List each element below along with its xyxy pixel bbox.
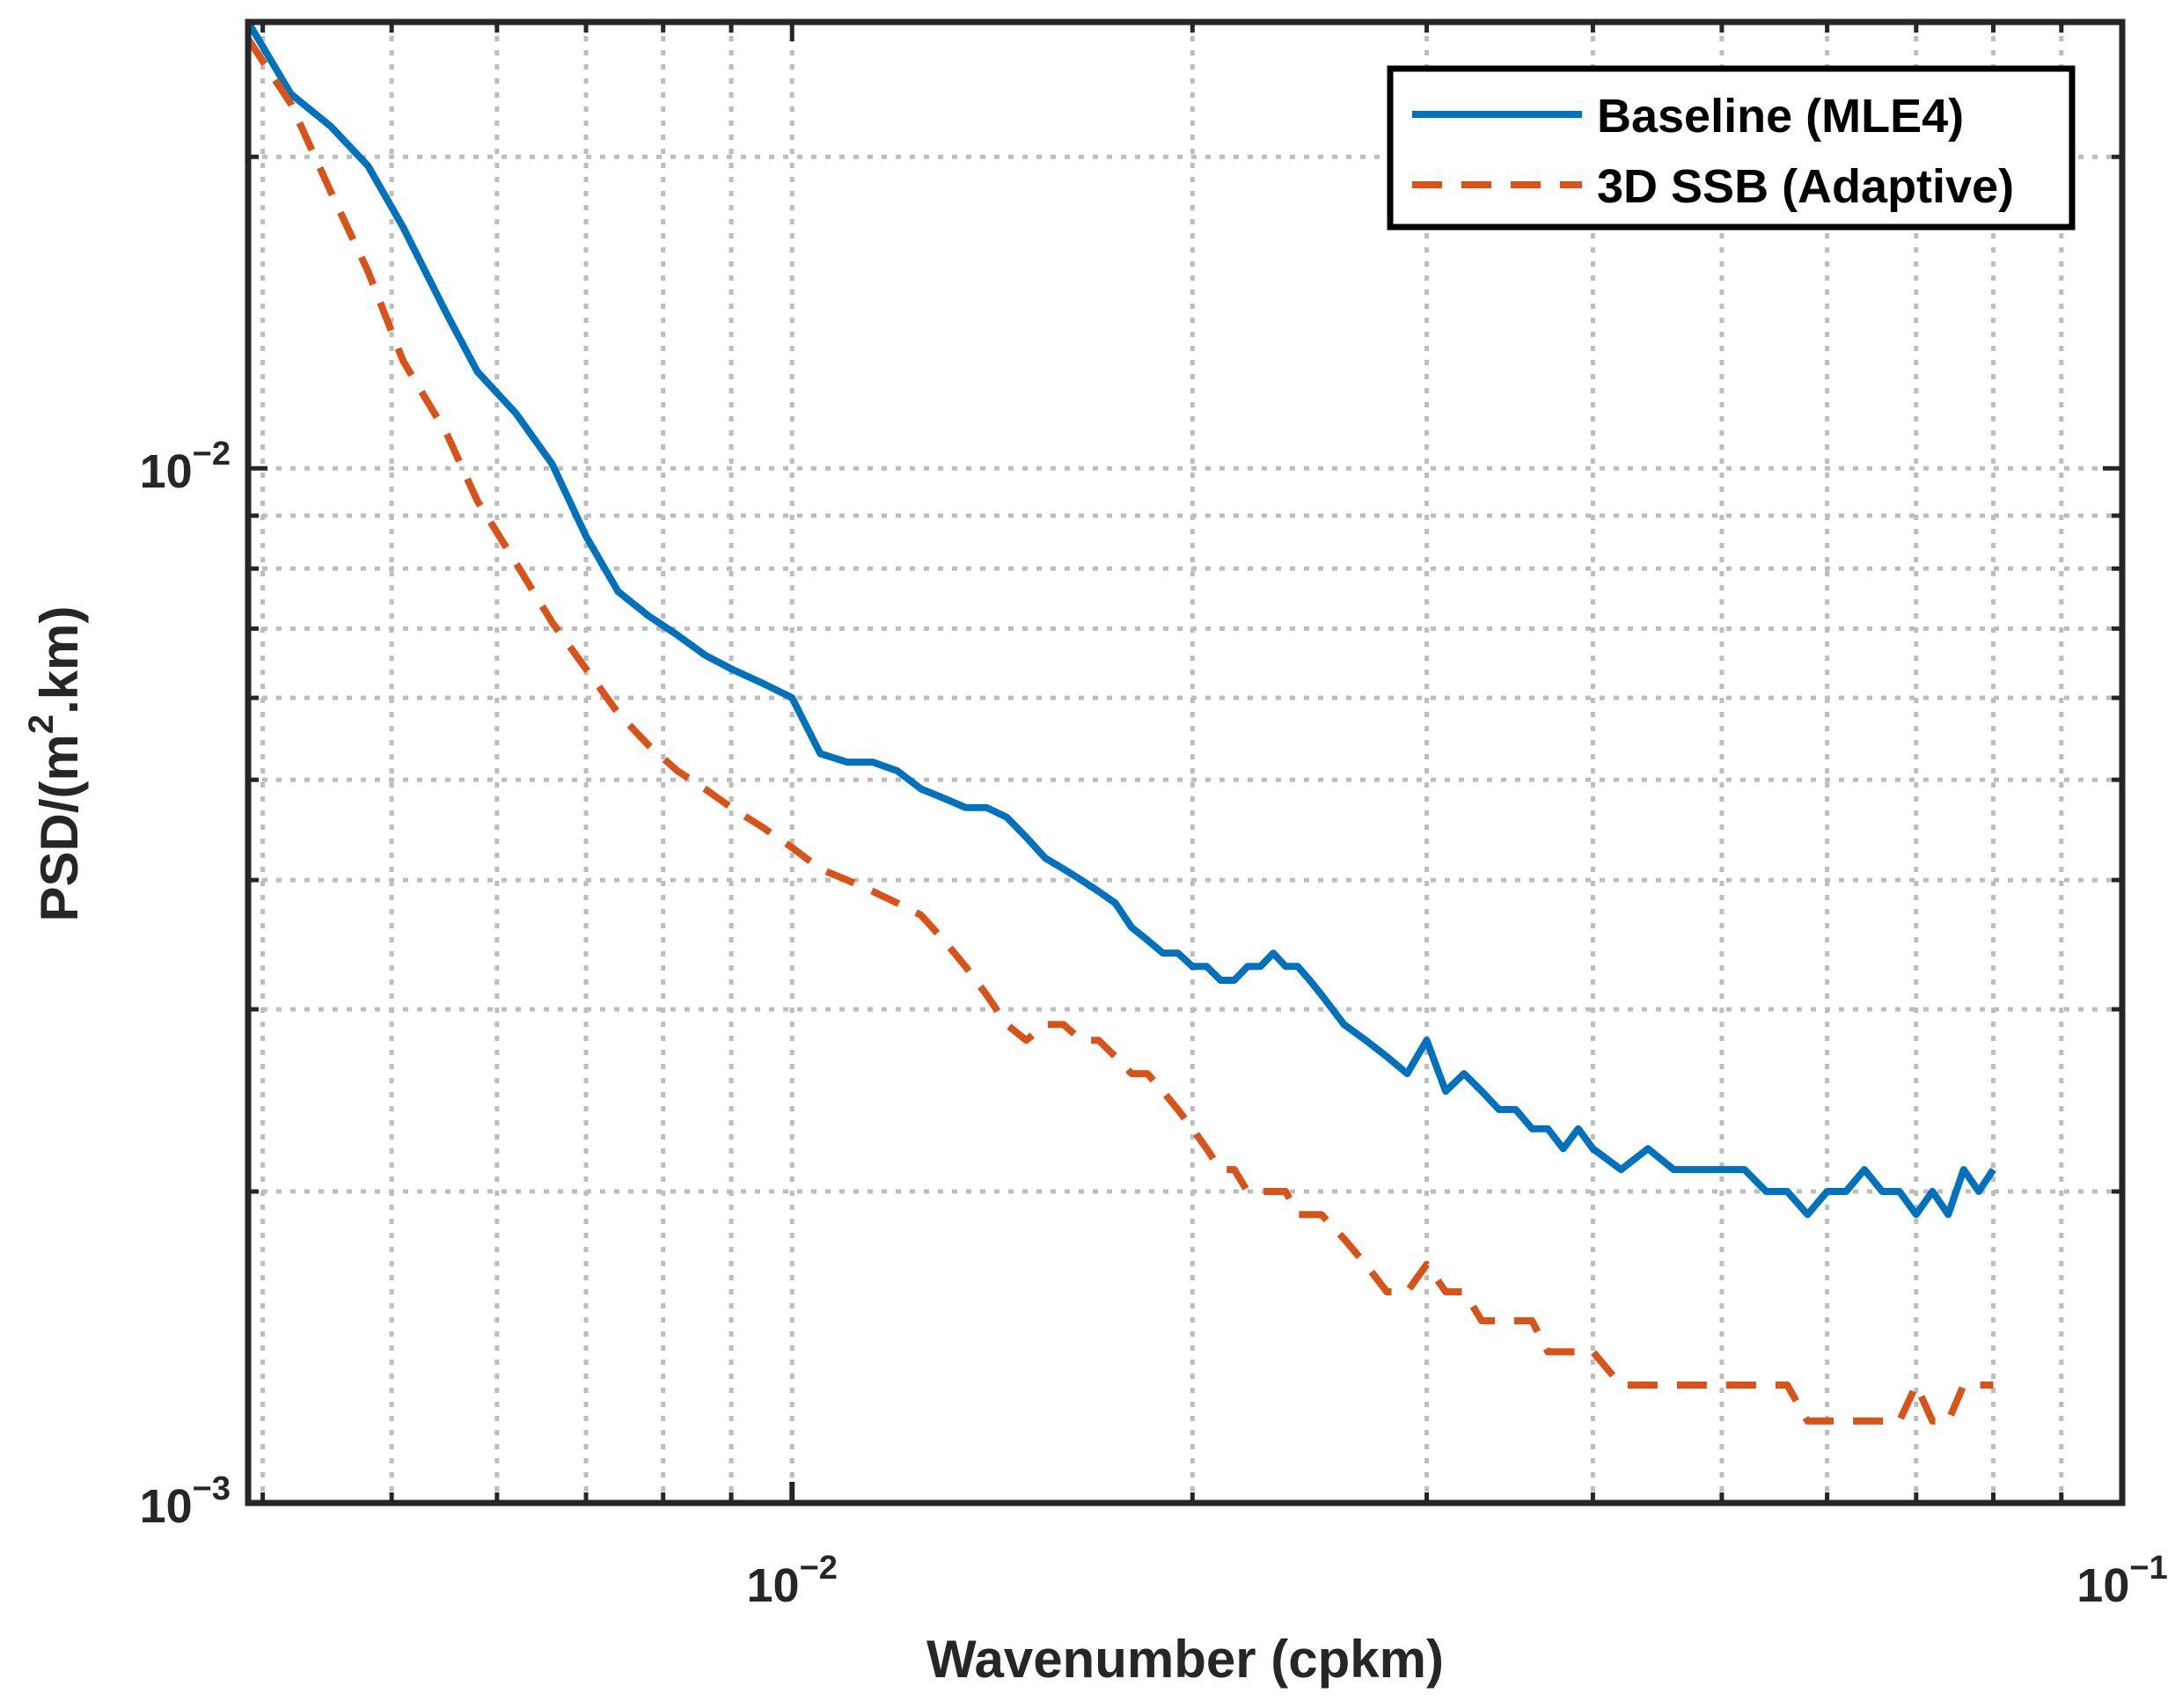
y-axis-label: PSD/(m2.km) [22, 606, 89, 922]
plot-frame [245, 18, 2126, 1506]
plot-area [248, 22, 2122, 1503]
axis-tick-labels: 10−2 10−1 10−3 10−2 [140, 436, 2168, 1612]
y-tick-label: 10−2 [140, 436, 231, 498]
legend-label-baseline: Baseline (MLE4) [1597, 90, 1964, 143]
x-axis-label: Wavenumber (cpkm) [926, 1630, 1444, 1689]
legend: Baseline (MLE4) 3D SSB (Adaptive) [1387, 65, 2076, 231]
series-layer [245, 19, 1996, 1425]
legend-box [1387, 65, 2076, 231]
series-ssb-line [245, 37, 1994, 1425]
legend-label-ssb: 3D SSB (Adaptive) [1597, 160, 2014, 213]
y-grid-lines [248, 154, 2122, 1194]
axis-ticks [248, 22, 2122, 1503]
y-tick-label: 10−3 [140, 1470, 231, 1533]
series-baseline-line [245, 19, 1996, 1219]
x-tick-label: 10−2 [747, 1550, 838, 1612]
x-tick-label: 10−1 [2076, 1550, 2167, 1612]
